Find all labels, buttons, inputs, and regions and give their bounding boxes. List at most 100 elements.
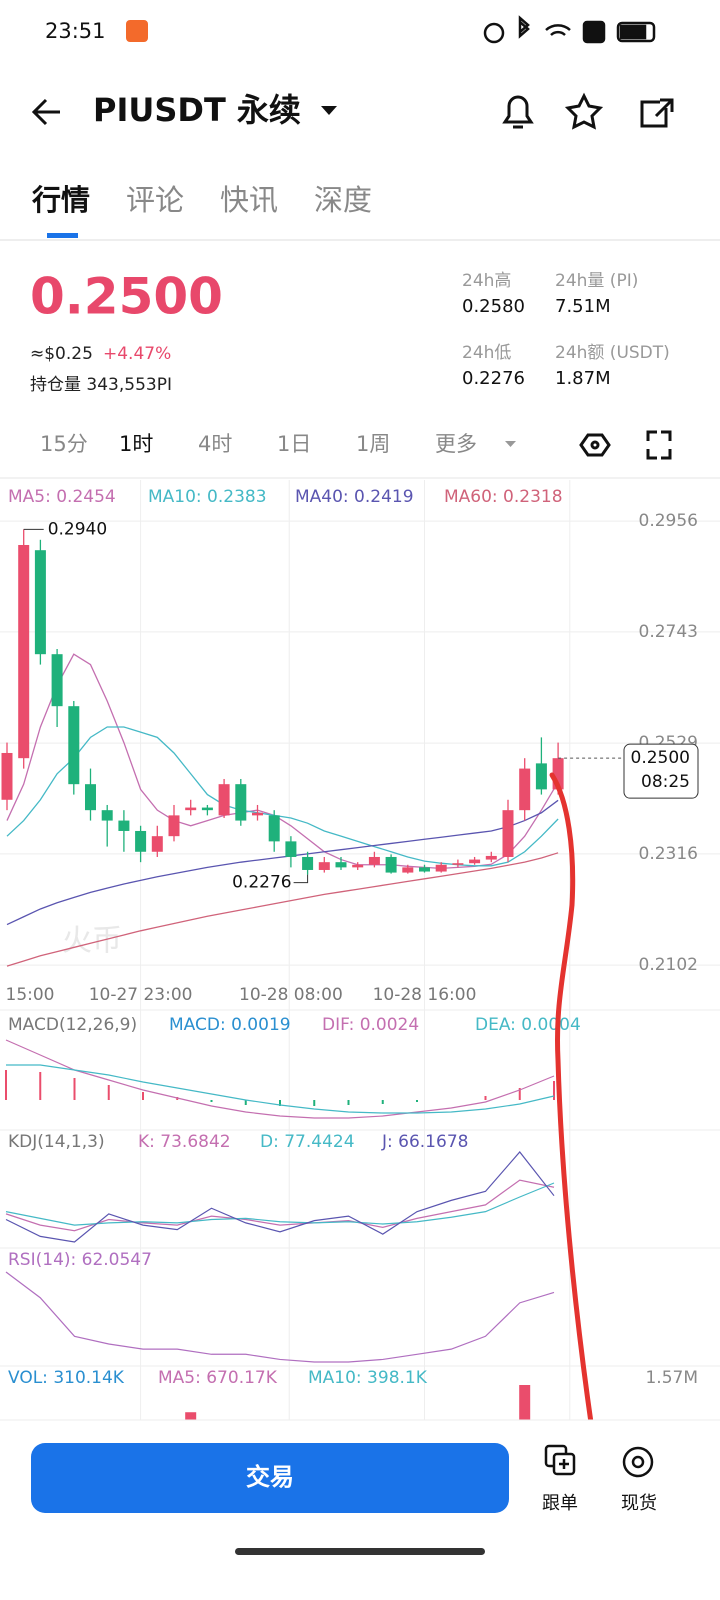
ma-line <box>6 799 559 926</box>
interval[interactable]: 1日 <box>277 432 311 456</box>
indicator-label: D: 77.4424 <box>260 1132 355 1152</box>
ma-line <box>6 726 559 867</box>
legend-entry: MA5: 0.2454 <box>8 487 116 507</box>
interval[interactable]: 4时 <box>198 432 232 456</box>
stat-value: 0.2276 <box>462 368 525 389</box>
fullscreen-icon[interactable] <box>646 430 672 460</box>
candle-body <box>502 810 514 857</box>
indicator-line <box>5 1271 555 1363</box>
status-icons <box>483 15 656 44</box>
candle-body <box>151 836 163 852</box>
candle-body <box>519 768 531 811</box>
candle-body <box>85 784 96 811</box>
back-button[interactable] <box>31 98 60 126</box>
candle-body <box>18 544 30 759</box>
tab[interactable]: 快讯 <box>220 183 278 217</box>
tab[interactable]: 行情 <box>31 183 90 217</box>
action-icons <box>544 1444 654 1478</box>
watermark: 火币 <box>62 924 122 959</box>
indicator-title: RSI(14): 62.0547 <box>8 1250 152 1270</box>
tab[interactable]: 深度 <box>314 183 372 217</box>
indicator-title: MACD(12,26,9) <box>8 1015 137 1035</box>
ma-line <box>6 653 559 870</box>
indicator-line <box>6 1064 555 1114</box>
chart-tools <box>579 430 672 460</box>
indicator-label: K: 73.6842 <box>138 1132 231 1152</box>
candle-body <box>452 863 464 865</box>
tab-indicator <box>47 233 78 238</box>
action-label[interactable]: 跟单 <box>542 1493 578 1514</box>
indicator-label: MACD: 0.0019 <box>169 1015 291 1035</box>
candle-body <box>402 867 414 873</box>
candle-body <box>1 752 13 800</box>
candle-body <box>185 807 197 811</box>
page-title[interactable]: PIUSDT 永续 <box>93 91 301 129</box>
interval[interactable]: 1周 <box>356 432 390 456</box>
candle-body <box>335 862 347 868</box>
volume-max-label: 1.57M <box>645 1368 698 1388</box>
trade-button[interactable] <box>31 1443 509 1513</box>
star-icon[interactable] <box>564 92 604 130</box>
candle-body <box>34 550 46 655</box>
stat-label: 24h额 (USDT) <box>555 343 670 363</box>
candle-body <box>101 810 113 821</box>
indicator-line <box>5 1039 555 1119</box>
clock: 23:51 <box>45 19 106 43</box>
volume-label: MA5: 670.17K <box>158 1368 278 1388</box>
indicator-line <box>5 1182 555 1226</box>
settings-icon[interactable] <box>579 433 611 457</box>
y-tick-label: 0.2316 <box>639 844 698 864</box>
volume-label: VOL: 310.14K <box>8 1368 125 1388</box>
tab[interactable]: 评论 <box>126 183 184 217</box>
candle-body <box>118 820 130 831</box>
ma-line <box>6 852 559 967</box>
more-arrow <box>505 441 516 447</box>
stat-value: 0.2580 <box>462 296 525 317</box>
candle-body <box>302 856 314 870</box>
candle-body <box>135 830 147 852</box>
candle-body <box>252 812 263 816</box>
candle-body <box>552 758 564 790</box>
stat-label: 24h量 (PI) <box>555 271 638 291</box>
candle-body <box>51 654 63 707</box>
indicator-line <box>5 1151 555 1243</box>
low-label: 0.2276 <box>232 873 291 893</box>
y-tick-label: 0.2743 <box>639 622 698 642</box>
x-tick-label: 15:00 <box>6 985 55 1005</box>
interval[interactable]: 1时 <box>119 432 153 456</box>
stat-label: 24h低 <box>462 343 511 363</box>
candle-body <box>318 862 330 870</box>
legend-entry: MA10: 0.2383 <box>148 487 267 507</box>
volume-label: MA10: 398.1K <box>308 1368 428 1388</box>
app-icon <box>126 20 148 42</box>
interval[interactable]: 更多 <box>435 432 477 456</box>
candle-body <box>385 856 397 873</box>
stat-label: 24h高 <box>462 271 511 291</box>
last-price-box <box>623 743 699 799</box>
candle-body <box>218 784 230 816</box>
candle-body <box>268 815 280 842</box>
open-interest: 持仓量 343,553PI <box>30 375 172 395</box>
last-price-label: 0.2500 <box>631 748 690 768</box>
low-pointer <box>293 874 309 884</box>
change: +4.47% <box>103 344 171 364</box>
indicator-label: DIF: 0.0024 <box>322 1015 419 1035</box>
indicator-title: KDJ(14,1,3) <box>8 1132 105 1152</box>
interval[interactable]: 15分 <box>40 432 88 456</box>
trade-button-label[interactable]: 交易 <box>246 1463 294 1491</box>
legend-entry: MA60: 0.2318 <box>444 487 563 507</box>
legend-entry: MA40: 0.2419 <box>295 487 414 507</box>
candle-body <box>469 859 481 864</box>
share-icon[interactable] <box>640 98 674 128</box>
candle-body <box>535 763 547 790</box>
indicator-line <box>5 1179 555 1232</box>
candle-body <box>235 784 247 821</box>
spot-icon[interactable] <box>622 1446 654 1478</box>
stat-value: 7.51M <box>555 296 611 317</box>
candle-body <box>419 867 430 872</box>
x-tick-label: 10-28 08:00 <box>239 985 343 1005</box>
bell-icon[interactable] <box>502 95 534 129</box>
action-label[interactable]: 现货 <box>621 1493 657 1514</box>
header-icons <box>502 92 674 130</box>
dropdown-icon[interactable] <box>321 106 337 115</box>
